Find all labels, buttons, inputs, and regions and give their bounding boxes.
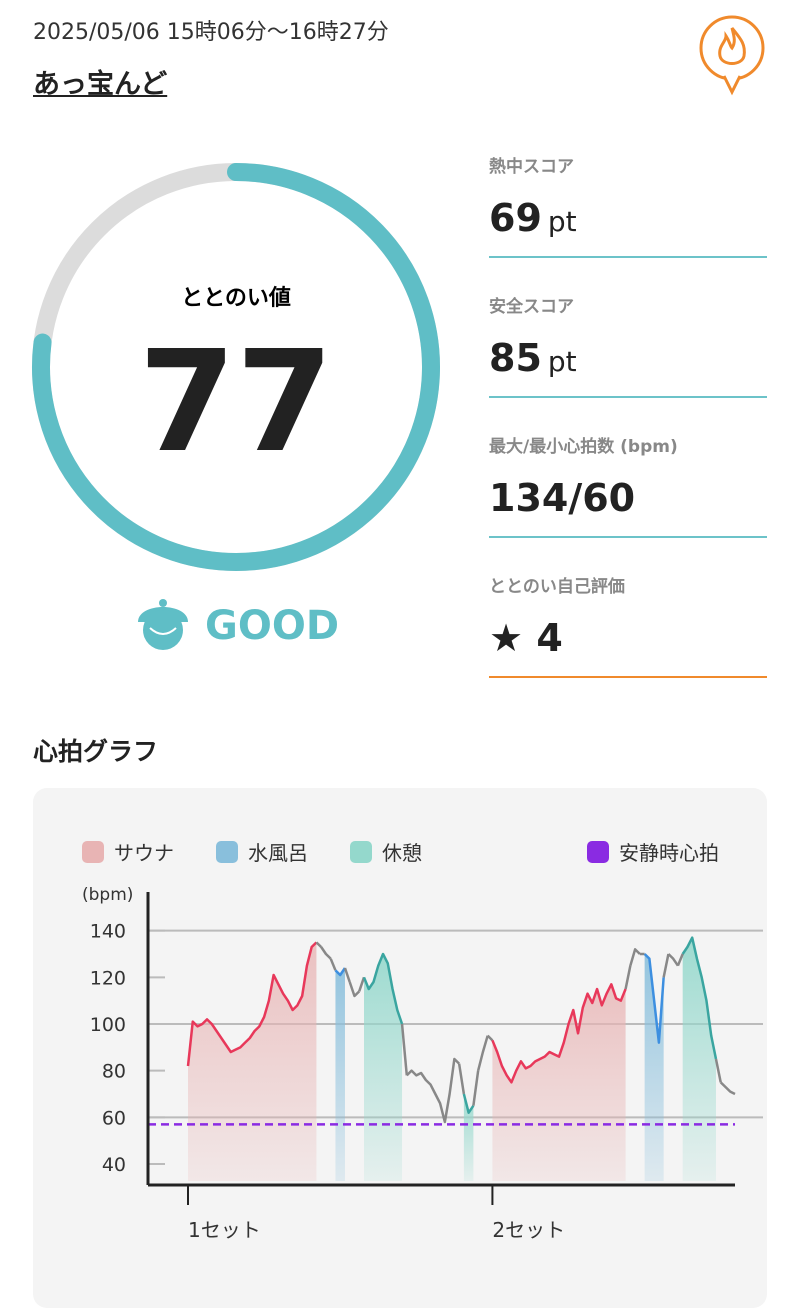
hr-line xyxy=(667,953,679,967)
stat-label: 最大/最小心拍数 (bpm) xyxy=(489,437,678,457)
connector xyxy=(662,953,670,978)
hr-line xyxy=(491,983,627,1084)
connector xyxy=(400,1023,409,1076)
connector xyxy=(329,958,337,971)
stat-unit: pt xyxy=(547,345,577,378)
connector xyxy=(676,953,684,967)
hr-line xyxy=(681,936,718,1060)
divider xyxy=(489,396,767,398)
legend-label: サウナ xyxy=(114,841,174,865)
hr-line xyxy=(362,952,404,1025)
hr-line xyxy=(334,967,346,977)
connector xyxy=(457,1063,466,1095)
connector xyxy=(486,1034,494,1042)
area xyxy=(463,1094,474,1181)
place-name[interactable]: あっ宝んど xyxy=(33,69,168,100)
legend-label: 安静時心拍 xyxy=(619,841,719,865)
hr-line xyxy=(643,953,665,1044)
y-tick-label: 140 xyxy=(90,921,126,943)
stat-label: 熱中スコア xyxy=(489,157,574,177)
legend-swatch xyxy=(216,841,238,863)
date: 2025/05/06 15時06分〜16時27分 xyxy=(33,20,389,45)
legend-swatch xyxy=(350,841,372,863)
stat-value: 134/60 xyxy=(489,476,636,520)
legend-label: 水風呂 xyxy=(248,841,308,865)
set-label: 1セット xyxy=(188,1218,261,1242)
y-tick-label: 100 xyxy=(90,1014,126,1036)
stat-unit: pt xyxy=(547,205,577,238)
stat-label: ととのい自己評価 xyxy=(489,577,625,597)
stat-number: 4 xyxy=(536,616,563,660)
area xyxy=(644,954,664,1181)
hr-line xyxy=(186,941,318,1067)
area xyxy=(188,942,317,1181)
area xyxy=(335,968,345,1181)
area xyxy=(682,937,716,1181)
y-tick-label: 40 xyxy=(102,1154,126,1176)
hr-line xyxy=(320,946,332,960)
connector xyxy=(358,976,366,992)
fills xyxy=(188,937,716,1181)
hr-line xyxy=(348,981,361,998)
connector xyxy=(472,1070,480,1106)
hr-line xyxy=(405,1057,460,1124)
stat-label: 安全スコア xyxy=(489,297,574,317)
legend-swatch xyxy=(82,841,104,863)
heart-chart: サウナ 水風呂 休憩 安静時心拍 (bpm) 40 60 80 100 120 140 1セット 2セッ… xyxy=(82,841,763,1242)
divider xyxy=(489,256,767,258)
stat-number: 69 xyxy=(489,196,542,240)
divider xyxy=(489,676,767,678)
chart-title: 心拍グラフ xyxy=(33,737,159,766)
stat-number: 85 xyxy=(489,336,542,380)
y-tick-label: 60 xyxy=(102,1107,126,1129)
hr-line xyxy=(629,948,641,967)
hr-line xyxy=(719,1081,736,1096)
gauge-value: 77 xyxy=(139,321,334,484)
star: ★ xyxy=(489,616,524,660)
stat-value: 85 pt xyxy=(489,336,577,380)
hr-line xyxy=(462,1093,475,1114)
y-tick-label: 120 xyxy=(90,967,126,989)
connector xyxy=(624,965,632,990)
stat-value[interactable]: ★ 4 xyxy=(489,616,563,660)
divider xyxy=(489,536,767,538)
gauge-arc xyxy=(32,163,440,571)
legend-swatch xyxy=(587,841,609,863)
lines xyxy=(186,936,736,1124)
hr-line xyxy=(476,1035,489,1071)
gauge: ととのい値 77 GOOD xyxy=(32,163,440,650)
connector xyxy=(315,941,323,948)
stat-value: 69 pt xyxy=(489,196,577,240)
gauge-label: ととのい値 xyxy=(181,286,291,311)
y-axis-label: (bpm) xyxy=(82,885,133,905)
area xyxy=(492,984,626,1181)
sauna-icon[interactable] xyxy=(696,14,768,96)
mascot xyxy=(138,599,188,650)
y-tick-label: 80 xyxy=(102,1061,126,1083)
legend-label: 休憩 xyxy=(382,841,422,865)
rating: GOOD xyxy=(205,603,339,649)
set-label: 2セット xyxy=(492,1218,565,1242)
connector xyxy=(714,1058,722,1083)
connector xyxy=(343,967,351,983)
